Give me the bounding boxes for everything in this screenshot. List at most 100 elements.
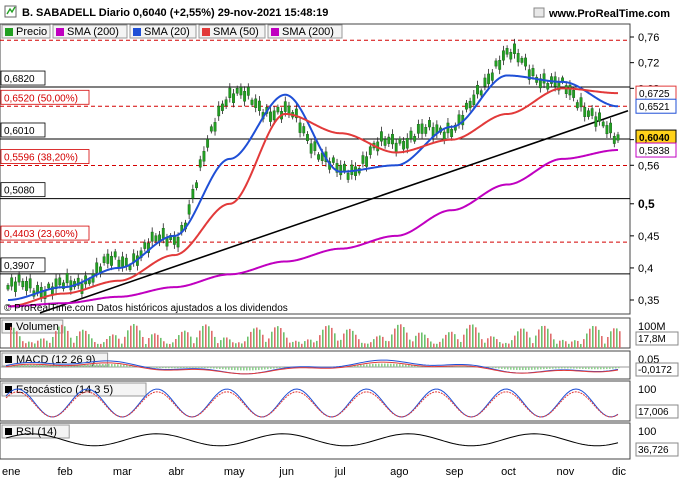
macd-hist-bar [378,363,380,367]
volume-bar [607,336,609,348]
volume-bar [211,330,213,348]
candle-body [564,85,568,95]
price-badge-text: 0,6040 [639,133,670,144]
volume-bar [112,334,114,348]
volume-bar [76,336,78,348]
volume-bar [442,338,444,348]
candle-body [339,164,343,176]
y-tick-label: 0,56 [638,160,659,172]
macd-hist-bar [276,367,278,369]
site-url[interactable]: www.ProRealTime.com [548,8,670,20]
macd-hist-bar [180,367,182,369]
macd-hist-bar [105,363,107,367]
candle-body [317,154,320,160]
stoch-k-line [5,388,619,418]
macd-hist-bar [96,364,98,367]
macd-hist-bar [237,367,239,371]
macd-hist-bar [114,364,116,367]
volume-bar [385,340,387,348]
macd-hist-bar [123,364,125,367]
sma-line [7,149,619,308]
subpanel-swatch [5,386,12,393]
macd-hist-bar [387,363,389,367]
macd-hist-bar [498,367,500,369]
macd-hist-bar [414,365,416,367]
y-tick-label: 0,35 [638,295,659,307]
candle-body [206,139,210,148]
macd-hist-bar [63,365,65,367]
volume-bar [118,338,120,348]
volume-bar [403,327,405,348]
x-tick-label: jul [334,466,346,478]
volume-bar [610,331,612,348]
menu-icon[interactable] [533,7,545,18]
volume-bar [394,328,396,348]
legend-item[interactable] [267,24,343,39]
candle-body [420,123,424,134]
candle-body [235,87,239,94]
subpanel-label-box[interactable] [1,382,147,397]
volume-bar [103,342,105,348]
macd-hist-bar [165,367,167,369]
candle-body [113,251,117,258]
legend-item[interactable] [1,24,51,39]
candle-body [143,242,147,249]
x-tick-label: ene [2,466,20,478]
volume-bar [97,343,99,348]
volume-bar [232,342,234,348]
candle-body [6,284,10,290]
y-axis: 0,760,720,680,60,560,50,450,40,35 [630,32,659,307]
legend-swatch [133,28,141,36]
macd-hist-bar [576,367,578,369]
candle-body [398,138,402,144]
legend-item[interactable] [198,24,266,39]
volume-bar [538,329,540,348]
volume-bar [553,339,555,348]
macd-hist-bar [366,364,368,367]
volume-bar [256,327,258,348]
volume-bar [94,342,96,348]
macd-hist-bar [501,367,503,369]
level-label-box [0,182,46,198]
volume-bar [346,329,348,348]
macd-hist-bar [537,367,539,370]
level-label: 0,6010 [4,126,35,137]
candle-body [232,93,235,104]
macd-hist-bar [513,367,515,370]
candle-body [257,100,261,111]
macd-hist-bar [12,365,14,367]
volume-bar [418,332,420,348]
candle-body [513,43,516,54]
volume-bar [382,336,384,348]
level-label-box [0,89,90,105]
subpanel-label: Volumen [16,321,59,333]
volume-bar [430,341,432,348]
volume-bar [13,327,15,348]
volume-bar [37,340,39,348]
volume-bar [511,340,513,348]
volume-bar [400,324,402,348]
volume-bar [121,343,123,348]
volume-bar [547,328,549,348]
candle-body [228,87,232,98]
subpanel-label-box[interactable] [1,319,64,334]
macd-hist-bar [600,367,602,370]
volume-bar [481,339,483,348]
volume-bar [127,330,129,348]
macd-hist-bar [618,367,620,369]
volume-bar [289,342,291,348]
volume-bar [445,334,447,348]
macd-hist-bar [108,363,110,367]
legend-item[interactable] [129,24,197,39]
legend-item[interactable] [52,24,128,39]
candle-body [531,68,535,77]
volume-bar [193,343,195,348]
volume-bar [223,337,225,348]
volume-bar [181,331,183,348]
volume-bar [355,334,357,348]
macd-hist-bar [90,364,92,367]
subpanel-axis-top: 100 [638,426,656,438]
macd-hist-bar [282,367,284,368]
macd-hist-bar [177,367,179,369]
volume-bar [178,335,180,348]
